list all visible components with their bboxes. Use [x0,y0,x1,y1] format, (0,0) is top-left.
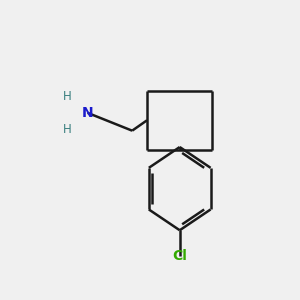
Text: Cl: Cl [172,248,187,262]
Text: H: H [62,90,71,103]
Text: N: N [82,106,93,120]
Text: H: H [62,123,71,136]
